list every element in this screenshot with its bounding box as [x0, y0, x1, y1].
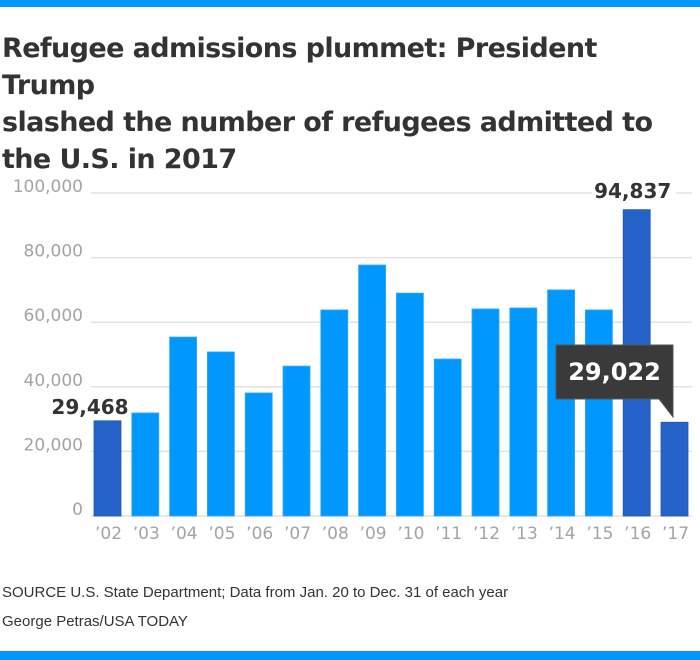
y-tick-label: 20,000 [24, 435, 83, 455]
title-line-3: the U.S. in 2017 [2, 144, 237, 175]
bar-17 [660, 421, 689, 517]
x-tick-label: ’02 [95, 524, 122, 544]
bar-13 [509, 307, 538, 517]
y-tick-label: 0 [72, 500, 83, 520]
x-tick-label: ’06 [246, 524, 273, 544]
title-line-2: slashed the number of refugees admitted … [2, 107, 653, 138]
x-tick-label: ’12 [473, 524, 500, 544]
credit-line: George Petras/USA TODAY [2, 613, 188, 630]
x-tick-label: ’13 [511, 524, 538, 544]
x-tick-label: ’05 [208, 524, 235, 544]
x-tick-label: ’03 [133, 524, 160, 544]
x-axis-ticks: ’02 ’03 ’04 ’05 ’06 ’07 ’08 ’09 ’10 ’11 ’12 ’13 ’14 ’… [95, 524, 689, 544]
callout-label: 29,022 [568, 358, 661, 386]
x-tick-label: ’07 [284, 524, 311, 544]
x-tick-label: ’04 [171, 524, 198, 544]
bar-04 [169, 336, 198, 517]
bar-10 [395, 292, 424, 517]
x-tick-label: ’17 [662, 524, 689, 544]
bar-15 [585, 309, 613, 517]
x-tick-label: ’15 [586, 524, 613, 544]
bar-07 [282, 365, 311, 517]
bar-14 [547, 289, 575, 517]
y-tick-label: 100,000 [13, 177, 83, 197]
bottom-accent-bar [0, 651, 700, 660]
top-accent-bar [0, 0, 700, 7]
bar-02 [93, 420, 122, 517]
bar-12 [471, 308, 500, 517]
bars [93, 209, 689, 517]
y-tick-label: 80,000 [24, 242, 83, 262]
bar-06 [244, 392, 273, 517]
x-tick-label: ’14 [549, 524, 576, 544]
y-axis-ticks: 0 20,000 40,000 60,000 80,000 100,000 [13, 177, 83, 520]
bar-03 [131, 412, 160, 517]
chart-title: Refugee admissions plummet: President Tr… [2, 30, 692, 178]
x-tick-label: ’10 [397, 524, 424, 544]
data-label: 94,837 [594, 179, 671, 203]
callout-box [555, 344, 674, 419]
x-tick-label: ’11 [435, 524, 462, 544]
x-tick-label: ’16 [624, 524, 651, 544]
data-label-backing [591, 180, 676, 204]
source-note: SOURCE U.S. State Department; Data from … [2, 584, 509, 601]
bar-08 [320, 309, 349, 517]
bar-05 [206, 351, 235, 517]
x-tick-label: ’09 [360, 524, 387, 544]
y-tick-label: 40,000 [24, 371, 83, 391]
x-tick-label: ’08 [322, 524, 349, 544]
title-line-1: Refugee admissions plummet: President Tr… [2, 33, 597, 101]
data-label: 29,468 [51, 395, 128, 419]
bar-09 [358, 264, 387, 517]
y-tick-label: 60,000 [24, 306, 83, 326]
bar-11 [433, 358, 462, 517]
annotations: 29,468 94,837 29,022 [51, 179, 676, 419]
